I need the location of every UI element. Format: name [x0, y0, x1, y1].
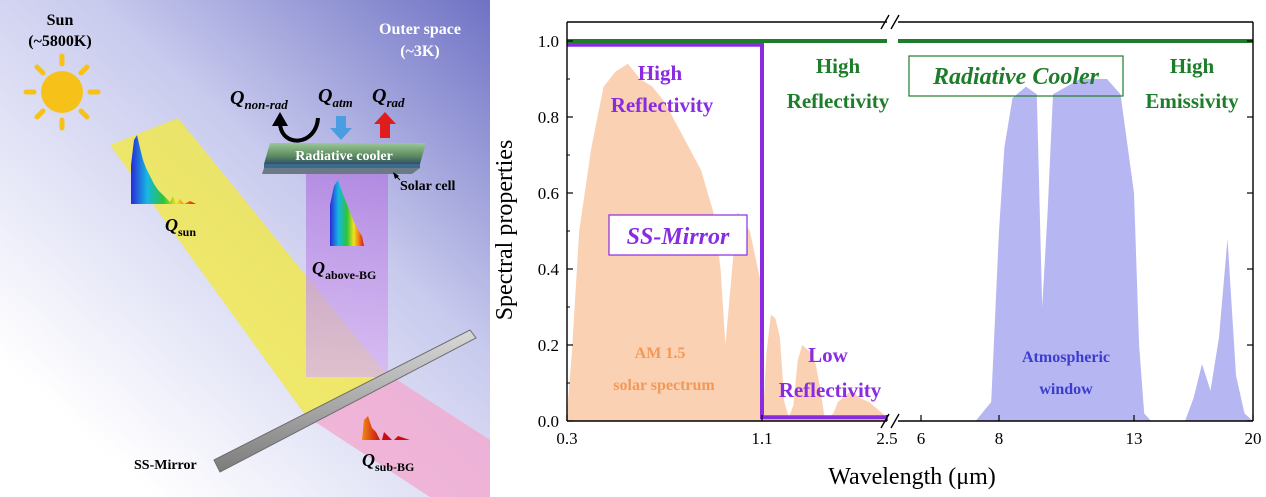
y-tick-label: 0.0	[538, 412, 559, 431]
q-rad-label: Qrad	[372, 85, 405, 110]
y-tick-label: 0.6	[538, 184, 559, 203]
sun-spectrum-icon	[131, 135, 196, 204]
radiative-cooler-title-box	[908, 55, 1124, 97]
outer-space-label: Outer space	[379, 21, 461, 38]
nonrad-curved-arrow-icon	[278, 117, 320, 143]
radiative-cooler-stack	[262, 143, 426, 174]
solar-cell-label: Solar cell	[400, 179, 455, 194]
ss-mirror-title: SS-Mirror	[627, 224, 730, 250]
solar-cell-pointer-head	[393, 172, 399, 179]
x-axis-title: Wavelength (μm)	[828, 464, 996, 490]
y-tick-label: 1.0	[538, 32, 559, 51]
atmospheric-window-line2: window	[1039, 381, 1093, 398]
sun-label: Sun	[47, 12, 74, 29]
y-tick-label: 0.8	[538, 108, 559, 127]
low-reflectivity-line1: Low	[808, 343, 849, 367]
outer-space-temperature: (~3K)	[400, 43, 439, 60]
x-tick-label: 13	[1126, 429, 1143, 448]
ss-high-reflectivity-line2: Reflectivity	[611, 93, 714, 117]
sub-bg-spectrum-icon	[362, 416, 410, 440]
y-axis-title: Spectral properties	[492, 140, 518, 321]
axis-break-mark	[890, 413, 900, 429]
sun-temperature: (~5800K)	[28, 33, 91, 50]
rad-up-arrow-icon	[374, 112, 396, 138]
schematic-panel: Sun (~5800K) Outer space (~3K) SS-Mirror…	[0, 0, 490, 497]
radiative-cooler-title: Radiative Cooler	[932, 64, 1100, 90]
atmospheric-window-area	[975, 79, 1253, 421]
axis-break-mark	[880, 413, 890, 429]
q-sub-bg-label: Qsub-BG	[362, 450, 414, 474]
x-tick-label: 1.1	[751, 429, 772, 448]
axis-break-mark	[890, 14, 900, 30]
q-above-bg-label: Qabove-BG	[312, 258, 376, 282]
rc-high-reflectivity-line1: High	[816, 54, 861, 78]
atmospheric-window-line1: Atmospheric	[1022, 349, 1110, 366]
am15-line2: solar spectrum	[613, 377, 715, 394]
x-tick-label: 2.5	[876, 429, 897, 448]
y-tick-label: 0.2	[538, 336, 559, 355]
ss-mirror-title-box	[608, 214, 748, 256]
am15-line1: AM 1.5	[635, 345, 686, 362]
ss-mirror-line	[567, 42, 887, 420]
y-tick-label: 0.4	[538, 260, 560, 279]
sun-icon	[23, 53, 101, 131]
q-sun-label: Qsun	[165, 215, 196, 239]
radiative-cooler-label: Radiative cooler	[295, 149, 393, 164]
rc-high-emissivity-line2: Emissivity	[1145, 89, 1239, 113]
q-atm-label: Qatm	[318, 85, 353, 110]
am15-solar-spectrum-area	[567, 63, 887, 422]
rc-high-emissivity-line1: High	[1170, 54, 1215, 78]
x-tick-label: 8	[995, 429, 1004, 448]
ss-mirror-plate	[213, 329, 477, 473]
nonrad-arrowhead-icon	[272, 112, 288, 126]
low-reflectivity-line2: Reflectivity	[779, 378, 882, 402]
above-bg-spectrum-icon	[330, 180, 364, 246]
q-nonrad-label: Qnon-rad	[230, 87, 288, 112]
x-tick-label: 6	[917, 429, 926, 448]
ss-mirror-label: SS-Mirror	[134, 458, 197, 473]
sub-bandgap-beam	[306, 374, 490, 497]
atm-down-arrow-icon	[330, 116, 352, 140]
x-tick-label: 0.3	[556, 429, 577, 448]
axis-break-mark	[880, 14, 890, 30]
ss-high-reflectivity-line1: High	[638, 61, 683, 85]
rc-high-reflectivity-line2: Reflectivity	[787, 89, 890, 113]
x-tick-label: 20	[1245, 429, 1262, 448]
